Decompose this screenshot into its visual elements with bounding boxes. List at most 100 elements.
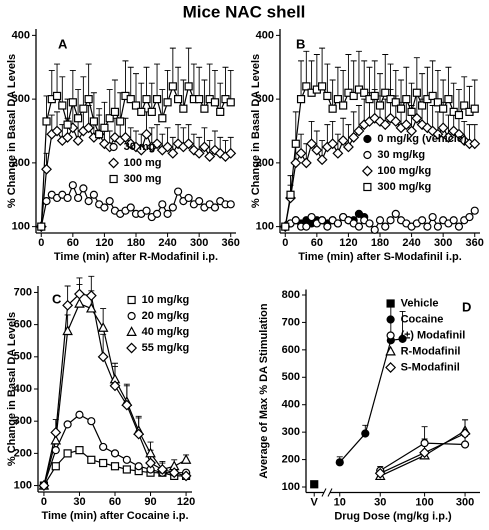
error-bar: [217, 82, 224, 112]
x-tick-label: 0: [282, 237, 288, 249]
data-point: [116, 117, 125, 126]
data-point: [460, 101, 469, 110]
error-bar: [85, 63, 92, 100]
data-point: [51, 125, 63, 137]
data-point: [444, 95, 453, 104]
data-point: [63, 449, 72, 458]
data-point: [52, 91, 62, 101]
data-point: [442, 131, 454, 143]
data-point: [163, 98, 172, 107]
error-bar: [80, 76, 87, 109]
error-bar: [461, 76, 468, 106]
legend-marker: [386, 331, 395, 340]
data-point: [291, 139, 300, 148]
x-axis-label: Time (min) after Cocaine i.p.: [41, 510, 188, 522]
data-point: [407, 107, 416, 116]
data-point: [316, 154, 328, 166]
legend-marker: [109, 174, 118, 184]
data-point: [349, 91, 358, 101]
error-bar: [398, 79, 405, 109]
data-point: [87, 417, 96, 426]
x-tick-label: 30: [73, 496, 85, 508]
x-tick-label: 30: [374, 496, 386, 508]
error-bar: [445, 66, 452, 100]
error-bar: [419, 73, 426, 106]
y-tick-label: 300: [14, 415, 32, 427]
data-point: [74, 193, 83, 203]
data-point: [328, 104, 337, 113]
x-tick-label: 120: [177, 496, 195, 508]
data-point: [302, 222, 311, 231]
data-point: [126, 95, 135, 104]
y-tick-label: 600: [14, 319, 32, 331]
data-point: [63, 193, 72, 203]
y-axis-label: % Change in Basal DA Levels: [6, 312, 18, 466]
data-point: [370, 91, 379, 101]
data-point: [133, 428, 145, 440]
data-point: [204, 151, 216, 162]
y-tick-label: 100: [12, 221, 30, 233]
data-point: [99, 458, 108, 468]
data-point: [369, 112, 381, 124]
error-bar: [366, 66, 373, 100]
y-tick-label: 700: [14, 286, 32, 298]
error-bar: [434, 69, 441, 103]
legend-marker: [386, 299, 395, 308]
panel-label: A: [58, 36, 68, 51]
data-point: [98, 138, 110, 150]
error-bar: [185, 47, 192, 87]
data-point: [291, 216, 300, 225]
legend-marker: [108, 157, 120, 169]
error-bar: [345, 54, 352, 93]
y-tick-label: 300: [282, 426, 300, 438]
data-point: [420, 439, 429, 448]
data-point: [226, 200, 235, 209]
x-axis-label: Time (min) after R-Modafinil i.p.: [54, 251, 218, 263]
error-bar: [75, 89, 82, 119]
legend-marker: [363, 134, 372, 144]
data-point: [142, 95, 151, 104]
x-tick-label: 300: [456, 496, 474, 508]
data-point: [121, 399, 133, 411]
data-point: [79, 104, 88, 113]
data-point: [110, 107, 120, 116]
error-bar: [371, 60, 378, 96]
data-point: [158, 200, 167, 209]
error-bar: [355, 50, 362, 90]
error-bar: [319, 47, 326, 87]
error-bar: [196, 66, 203, 100]
axis-break: [323, 488, 330, 497]
data-point: [50, 434, 62, 445]
error-bar: [206, 63, 213, 100]
data-point: [72, 135, 84, 147]
data-point: [180, 470, 192, 482]
panel-label: B: [296, 36, 305, 51]
series-line: [339, 338, 403, 463]
error-bar: [222, 66, 229, 100]
error-bar: [440, 79, 447, 109]
data-point: [439, 104, 448, 113]
legend-label: S-Modafinil: [401, 361, 460, 373]
data-point: [99, 442, 108, 452]
legend-label: 300 mg/kg: [377, 181, 431, 193]
data-point: [162, 141, 174, 153]
data-point: [354, 222, 364, 231]
error-bar: [148, 82, 155, 112]
data-point: [418, 216, 427, 225]
legend-marker: [127, 295, 136, 305]
data-point: [470, 104, 479, 113]
data-point: [75, 410, 84, 419]
legend-marker: [126, 342, 138, 354]
data-point: [386, 216, 395, 225]
y-tick-label: 400: [256, 29, 274, 41]
data-point: [342, 141, 354, 153]
y-tick-label: 300: [12, 93, 30, 105]
data-point: [432, 128, 444, 140]
x-tick-label: 60: [67, 237, 79, 249]
data-point: [226, 98, 235, 107]
data-point: [460, 440, 470, 449]
data-point: [105, 197, 114, 206]
data-point: [74, 114, 83, 123]
error-bar: [413, 57, 420, 93]
legend-marker: [363, 182, 372, 192]
